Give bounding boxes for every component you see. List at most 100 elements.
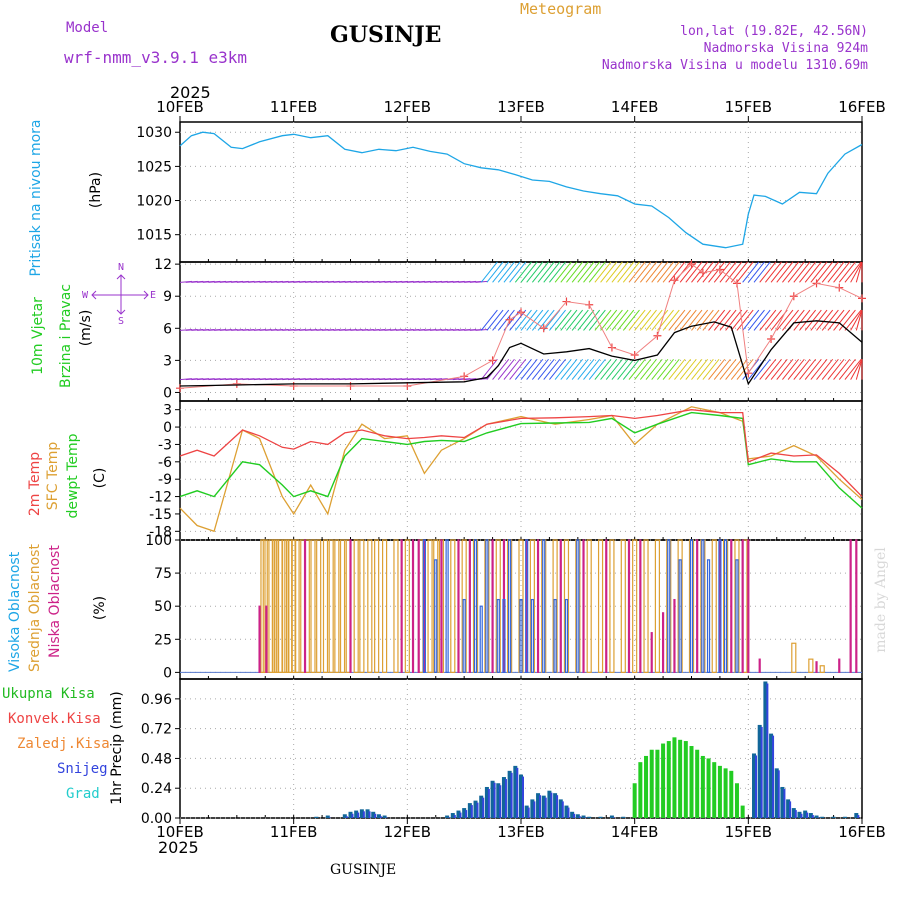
wind-barb bbox=[571, 358, 589, 380]
wind-barb bbox=[799, 309, 817, 331]
cloud-mid-bar bbox=[427, 539, 433, 673]
wind-barb bbox=[657, 358, 674, 380]
cloud-low-bar bbox=[536, 539, 540, 673]
precip-snow-bar bbox=[811, 815, 814, 818]
cloud-mid-bar bbox=[632, 539, 638, 673]
wind-barb bbox=[691, 309, 709, 331]
precip-bar bbox=[808, 813, 813, 818]
wind-barb bbox=[810, 261, 828, 283]
cloud-mid-bar bbox=[310, 539, 316, 673]
cloud-low-bar bbox=[491, 539, 494, 673]
pressure-tick-label: 1020 bbox=[136, 194, 172, 210]
precip-bar bbox=[757, 724, 762, 818]
wind-barb bbox=[583, 261, 601, 283]
cloud-low-bar bbox=[303, 539, 307, 673]
wind-barb bbox=[622, 309, 640, 331]
wind-barb bbox=[514, 358, 532, 380]
wind-barb bbox=[719, 261, 737, 283]
wind-barb bbox=[844, 309, 862, 331]
wind-barb bbox=[554, 261, 572, 283]
wind-barb bbox=[492, 261, 510, 283]
cloud-mid-bar bbox=[609, 539, 615, 673]
precip-bar bbox=[854, 813, 859, 818]
wind-barb bbox=[787, 261, 805, 283]
precip-bar bbox=[820, 816, 825, 818]
wind-barb bbox=[759, 309, 777, 331]
wind-barb bbox=[827, 358, 845, 380]
model-label: Model bbox=[66, 20, 109, 36]
wind-barb bbox=[793, 309, 811, 331]
wind-barb bbox=[776, 261, 794, 283]
cloud-mid-bar bbox=[586, 539, 592, 673]
precip-bar bbox=[325, 815, 330, 818]
precip-bar bbox=[621, 816, 626, 818]
cloud-mid-bar bbox=[819, 665, 825, 673]
wind-barb bbox=[634, 309, 652, 331]
wind-barb bbox=[668, 261, 686, 283]
pressure-line bbox=[179, 131, 863, 249]
precip-bar bbox=[507, 770, 512, 818]
precip-bar bbox=[695, 749, 700, 818]
x-tick-label-top: 16FEB bbox=[838, 98, 885, 116]
precip-bar bbox=[752, 753, 757, 818]
wind-barb bbox=[560, 261, 578, 283]
precip-snow-bar bbox=[516, 767, 519, 818]
wind-barb bbox=[713, 358, 731, 380]
cloud-high-bar bbox=[678, 559, 682, 673]
precip-snow-bar bbox=[777, 770, 780, 818]
cloud-tick-label: 0 bbox=[163, 665, 172, 681]
cloud-low-bar bbox=[457, 539, 460, 673]
cloud-high-bar bbox=[445, 539, 449, 673]
wind-barb bbox=[639, 309, 657, 331]
precip-bar bbox=[467, 803, 472, 818]
x-tick-label-top: 13FEB bbox=[497, 98, 544, 116]
wind-barb bbox=[827, 309, 845, 331]
temp-tick-label: 0 bbox=[163, 420, 172, 436]
cloud-high-bar bbox=[473, 539, 478, 673]
wind-barb bbox=[628, 358, 646, 380]
precip-bar bbox=[587, 816, 592, 818]
wind-tick-label: 9 bbox=[163, 289, 172, 305]
wind-barb bbox=[850, 261, 863, 283]
precip-bar bbox=[541, 795, 546, 818]
precip-bar bbox=[678, 739, 683, 818]
wind-barb bbox=[526, 358, 544, 380]
cloud-high-bar bbox=[553, 598, 557, 673]
wind-barb bbox=[520, 358, 538, 380]
wind-barb bbox=[793, 261, 811, 283]
cloud-low-bar bbox=[411, 539, 415, 673]
precip-bar bbox=[570, 811, 575, 818]
precip-bar bbox=[734, 783, 739, 818]
wind-barb bbox=[747, 261, 765, 283]
wind-barb bbox=[577, 309, 595, 331]
wind-barb bbox=[668, 358, 686, 380]
wind-barb bbox=[651, 358, 669, 380]
wind-barb bbox=[497, 261, 515, 283]
precip-bar bbox=[672, 737, 677, 818]
x-tick-label-bottom: 16FEB bbox=[838, 823, 885, 841]
precip-bar bbox=[717, 765, 722, 818]
precip-snow-bar bbox=[794, 810, 797, 818]
wind-barb bbox=[651, 261, 669, 283]
wind-barb bbox=[679, 309, 697, 331]
wind-barb bbox=[566, 358, 584, 380]
wind-barb bbox=[526, 309, 544, 331]
precip-bar bbox=[763, 681, 768, 818]
precip-bar bbox=[814, 815, 819, 818]
precip-snow-bar bbox=[522, 776, 524, 818]
wind-barb bbox=[782, 309, 799, 331]
precip-bar bbox=[666, 741, 671, 818]
precip-snow-bar bbox=[459, 812, 462, 818]
precip-snow-bar bbox=[527, 807, 530, 818]
wind-barb bbox=[611, 261, 629, 283]
precip-snow-bar bbox=[789, 801, 792, 818]
precip-snow-bar bbox=[766, 683, 769, 818]
legend-freezing-rain: Zaledj.Kisa bbox=[17, 736, 110, 752]
precip-bar bbox=[649, 749, 654, 818]
precip-bar bbox=[632, 783, 637, 818]
wind-barb bbox=[611, 309, 629, 331]
cloud-mid-bar bbox=[791, 642, 797, 673]
wind-barb bbox=[520, 261, 538, 283]
precip-bar bbox=[831, 816, 836, 818]
wind-barb bbox=[594, 309, 612, 331]
